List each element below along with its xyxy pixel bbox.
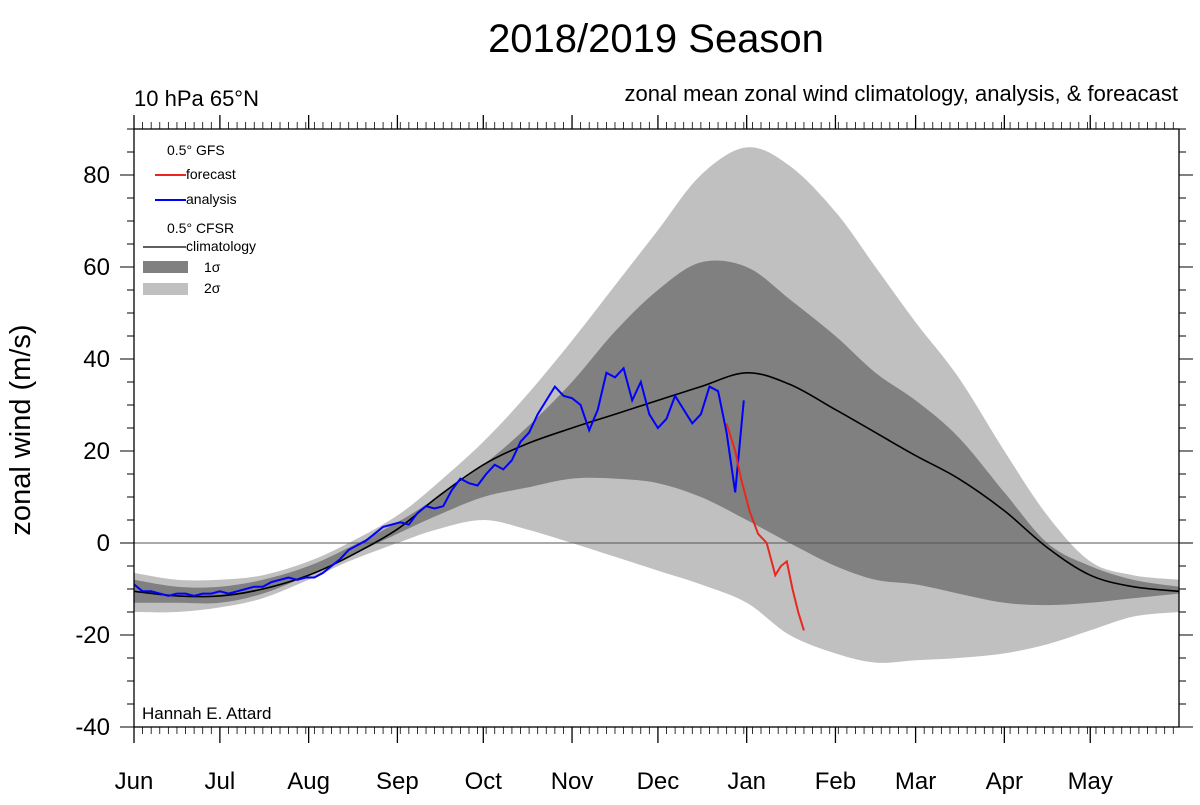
x-tick-label: Nov xyxy=(551,768,594,795)
y-tick-label: -20 xyxy=(75,622,110,649)
x-tick-label: Sep xyxy=(376,768,419,795)
legend-one-sigma-swatch xyxy=(143,261,188,273)
x-tick-label: May xyxy=(1068,768,1113,795)
y-tick-label: 20 xyxy=(83,438,110,465)
y-tick-label: 40 xyxy=(83,346,110,373)
x-tick-label: Oct xyxy=(465,768,503,795)
y-tick-label: 80 xyxy=(83,162,110,189)
legend-analysis-label: analysis xyxy=(186,191,237,207)
legend-forecast-label: forecast xyxy=(186,166,236,182)
chart-subtitle-left: 10 hPa 65°N xyxy=(134,86,259,111)
analysis-line xyxy=(133,366,745,597)
y-tick-label: 60 xyxy=(83,254,110,281)
author-credit: Hannah E. Attard xyxy=(142,704,271,723)
legend-one-sigma-label: 1σ xyxy=(204,259,221,275)
plot-area xyxy=(133,128,1180,728)
x-tick-label: Jun xyxy=(115,768,154,795)
legend-gfs-header: 0.5° GFS xyxy=(167,142,225,158)
x-tick-label: Jul xyxy=(205,768,236,795)
x-tick-label: Jan xyxy=(727,768,766,795)
x-tick-label: Dec xyxy=(637,768,680,795)
y-axis-label: zonal wind (m/s) xyxy=(5,324,37,535)
x-axis-ticks: Jun Jul Aug Sep Oct Nov Dec Jan Feb Mar Apr May xyxy=(115,115,1174,795)
x-tick-label: Aug xyxy=(287,768,330,795)
legend: 0.5° GFS forecast analysis 0.5° CFSR cli… xyxy=(143,142,256,296)
climatology-line xyxy=(133,371,1180,598)
legend-two-sigma-swatch xyxy=(143,283,188,295)
x-tick-label: Mar xyxy=(895,768,936,795)
one-sigma-band xyxy=(134,260,1179,606)
y-tick-label: 0 xyxy=(97,530,110,557)
chart-title: 2018/2019 Season xyxy=(488,17,824,61)
x-tick-label: Feb xyxy=(815,768,856,795)
legend-two-sigma-label: 2σ xyxy=(204,280,221,296)
legend-cfsr-header: 0.5° CFSR xyxy=(167,220,234,236)
legend-climatology-label: climatology xyxy=(186,238,256,254)
forecast-line xyxy=(725,423,805,631)
chart-subtitle-right: zonal mean zonal wind climatology, analy… xyxy=(624,81,1178,106)
y-axis-ticks: 80 60 40 20 0 -20 -40 xyxy=(75,128,1193,741)
y-tick-label: -40 xyxy=(75,714,110,741)
x-tick-label: Apr xyxy=(986,768,1023,795)
